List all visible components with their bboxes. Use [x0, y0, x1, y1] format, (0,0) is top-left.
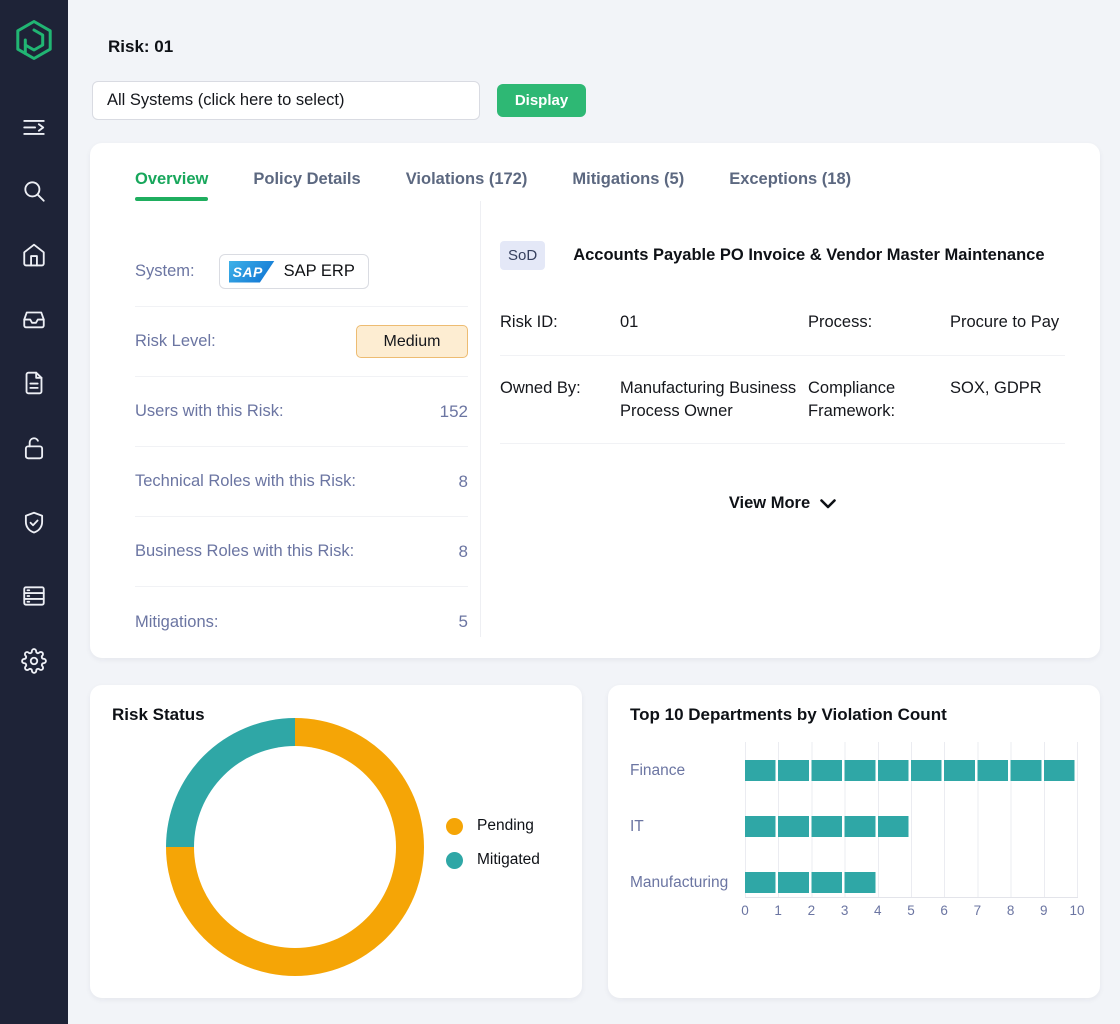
risk-status-card: Risk Status Pending Mitigated: [90, 685, 582, 998]
owned-by-label: Owned By:: [500, 377, 618, 423]
risk-title: Accounts Payable PO Invoice & Vendor Mas…: [573, 246, 1044, 265]
field-value: 8: [459, 542, 468, 562]
bar-manufacturing: [745, 872, 878, 893]
risk-status-legend: Pending Mitigated: [446, 817, 540, 869]
risk-id-value: 01: [620, 311, 806, 334]
tab-mitigations[interactable]: Mitigations (5): [572, 170, 684, 201]
field-value: 5: [459, 612, 468, 632]
mitigated-legend-label: Mitigated: [477, 851, 540, 869]
tab-policy-details[interactable]: Policy Details: [253, 170, 360, 201]
x-tick-label: 8: [1007, 903, 1015, 918]
x-tick-label: 6: [940, 903, 948, 918]
system-chip-label: SAP ERP: [284, 262, 355, 281]
legend-item-mitigated[interactable]: Mitigated: [446, 851, 540, 869]
risk-level-badge: Medium: [356, 325, 468, 358]
inbox-icon[interactable]: [21, 306, 47, 332]
bar-category-label: Finance: [630, 760, 740, 781]
field-label: System:: [135, 262, 195, 281]
system-chip: SAP SAP ERP: [219, 254, 369, 289]
process-value: Procure to Pay: [950, 311, 1065, 334]
bar-category-label: IT: [630, 816, 740, 837]
page-title: Risk: 01: [108, 37, 173, 57]
x-tick-label: 7: [974, 903, 982, 918]
top-departments-card: Top 10 Departments by Violation Count Fi…: [608, 685, 1100, 998]
owned-by-value: Manufacturing Business Process Owner: [620, 377, 806, 423]
sidebar: [0, 0, 68, 1024]
field-label: Risk Level:: [135, 332, 216, 351]
field-label: Technical Roles with this Risk:: [135, 472, 356, 491]
x-tick-label: 10: [1069, 903, 1084, 918]
compliance-framework-value: SOX, GDPR: [950, 377, 1065, 423]
compliance-framework-label: Compliance Framework:: [808, 377, 948, 423]
system-selector-value: All Systems (click here to select): [107, 91, 344, 110]
bar-it: [745, 816, 911, 837]
menu-collapse-icon[interactable]: [21, 115, 47, 141]
home-icon[interactable]: [21, 242, 47, 268]
detail-row: Owned By: Manufacturing Business Process…: [500, 356, 1065, 445]
detail-row: Risk ID: 01 Process: Procure to Pay: [500, 290, 1065, 356]
tab-violations[interactable]: Violations (172): [406, 170, 528, 201]
sap-logo-icon: SAP: [229, 261, 275, 283]
view-more-label: View More: [729, 494, 810, 513]
field-users-with-risk: Users with this Risk: 152: [135, 377, 468, 447]
chevron-down-icon: [820, 499, 836, 509]
pending-legend-dot: [446, 818, 463, 835]
lock-open-icon[interactable]: [21, 435, 47, 461]
tab-exceptions[interactable]: Exceptions (18): [729, 170, 851, 201]
x-tick-label: 4: [874, 903, 882, 918]
risk-overview-card: Overview Policy Details Violations (172)…: [90, 143, 1100, 658]
list-icon[interactable]: [21, 583, 47, 609]
x-tick-label: 5: [907, 903, 915, 918]
bar-finance: [745, 760, 1077, 781]
document-icon[interactable]: [21, 370, 47, 396]
bar-category-label: Manufacturing: [630, 872, 740, 893]
field-mitigations: Mitigations: 5: [135, 587, 468, 657]
field-technical-roles: Technical Roles with this Risk: 8: [135, 447, 468, 517]
legend-item-pending[interactable]: Pending: [446, 817, 540, 835]
top-departments-title: Top 10 Departments by Violation Count: [630, 705, 947, 725]
risk-status-title: Risk Status: [112, 705, 205, 725]
process-label: Process:: [808, 311, 948, 334]
field-value: 152: [440, 402, 468, 422]
mitigated-legend-dot: [446, 852, 463, 869]
field-system: System: SAP SAP ERP: [135, 237, 468, 307]
tab-bar: Overview Policy Details Violations (172)…: [90, 143, 1100, 201]
field-risk-level: Risk Level: Medium: [135, 307, 468, 377]
pending-legend-label: Pending: [477, 817, 534, 835]
field-label: Business Roles with this Risk:: [135, 542, 354, 561]
risk-id-label: Risk ID:: [500, 311, 618, 334]
sod-badge: SoD: [500, 241, 545, 270]
overview-detail-panel: SoD Accounts Payable PO Invoice & Vendor…: [481, 201, 1100, 637]
shield-check-icon[interactable]: [21, 510, 47, 536]
field-label: Users with this Risk:: [135, 402, 284, 421]
field-value: 8: [459, 472, 468, 492]
x-tick-label: 1: [774, 903, 782, 918]
view-more-button[interactable]: View More: [500, 494, 1065, 513]
risk-status-donut-chart: [166, 718, 424, 976]
search-icon[interactable]: [21, 178, 47, 204]
display-button[interactable]: Display: [497, 84, 586, 117]
field-label: Mitigations:: [135, 613, 218, 632]
system-selector[interactable]: All Systems (click here to select): [92, 81, 480, 120]
x-axis-ticks: 012345678910: [745, 903, 1078, 919]
field-business-roles: Business Roles with this Risk: 8: [135, 517, 468, 587]
violation-bar-chart: [745, 742, 1078, 898]
x-tick-label: 3: [841, 903, 849, 918]
overview-summary-panel: System: SAP SAP ERP Risk Level: Medium U…: [90, 201, 481, 637]
x-tick-label: 9: [1040, 903, 1048, 918]
tab-overview[interactable]: Overview: [135, 170, 208, 201]
x-tick-label: 0: [741, 903, 749, 918]
settings-icon[interactable]: [21, 648, 47, 674]
x-tick-label: 2: [808, 903, 816, 918]
pathlock-logo-icon: [12, 18, 56, 62]
